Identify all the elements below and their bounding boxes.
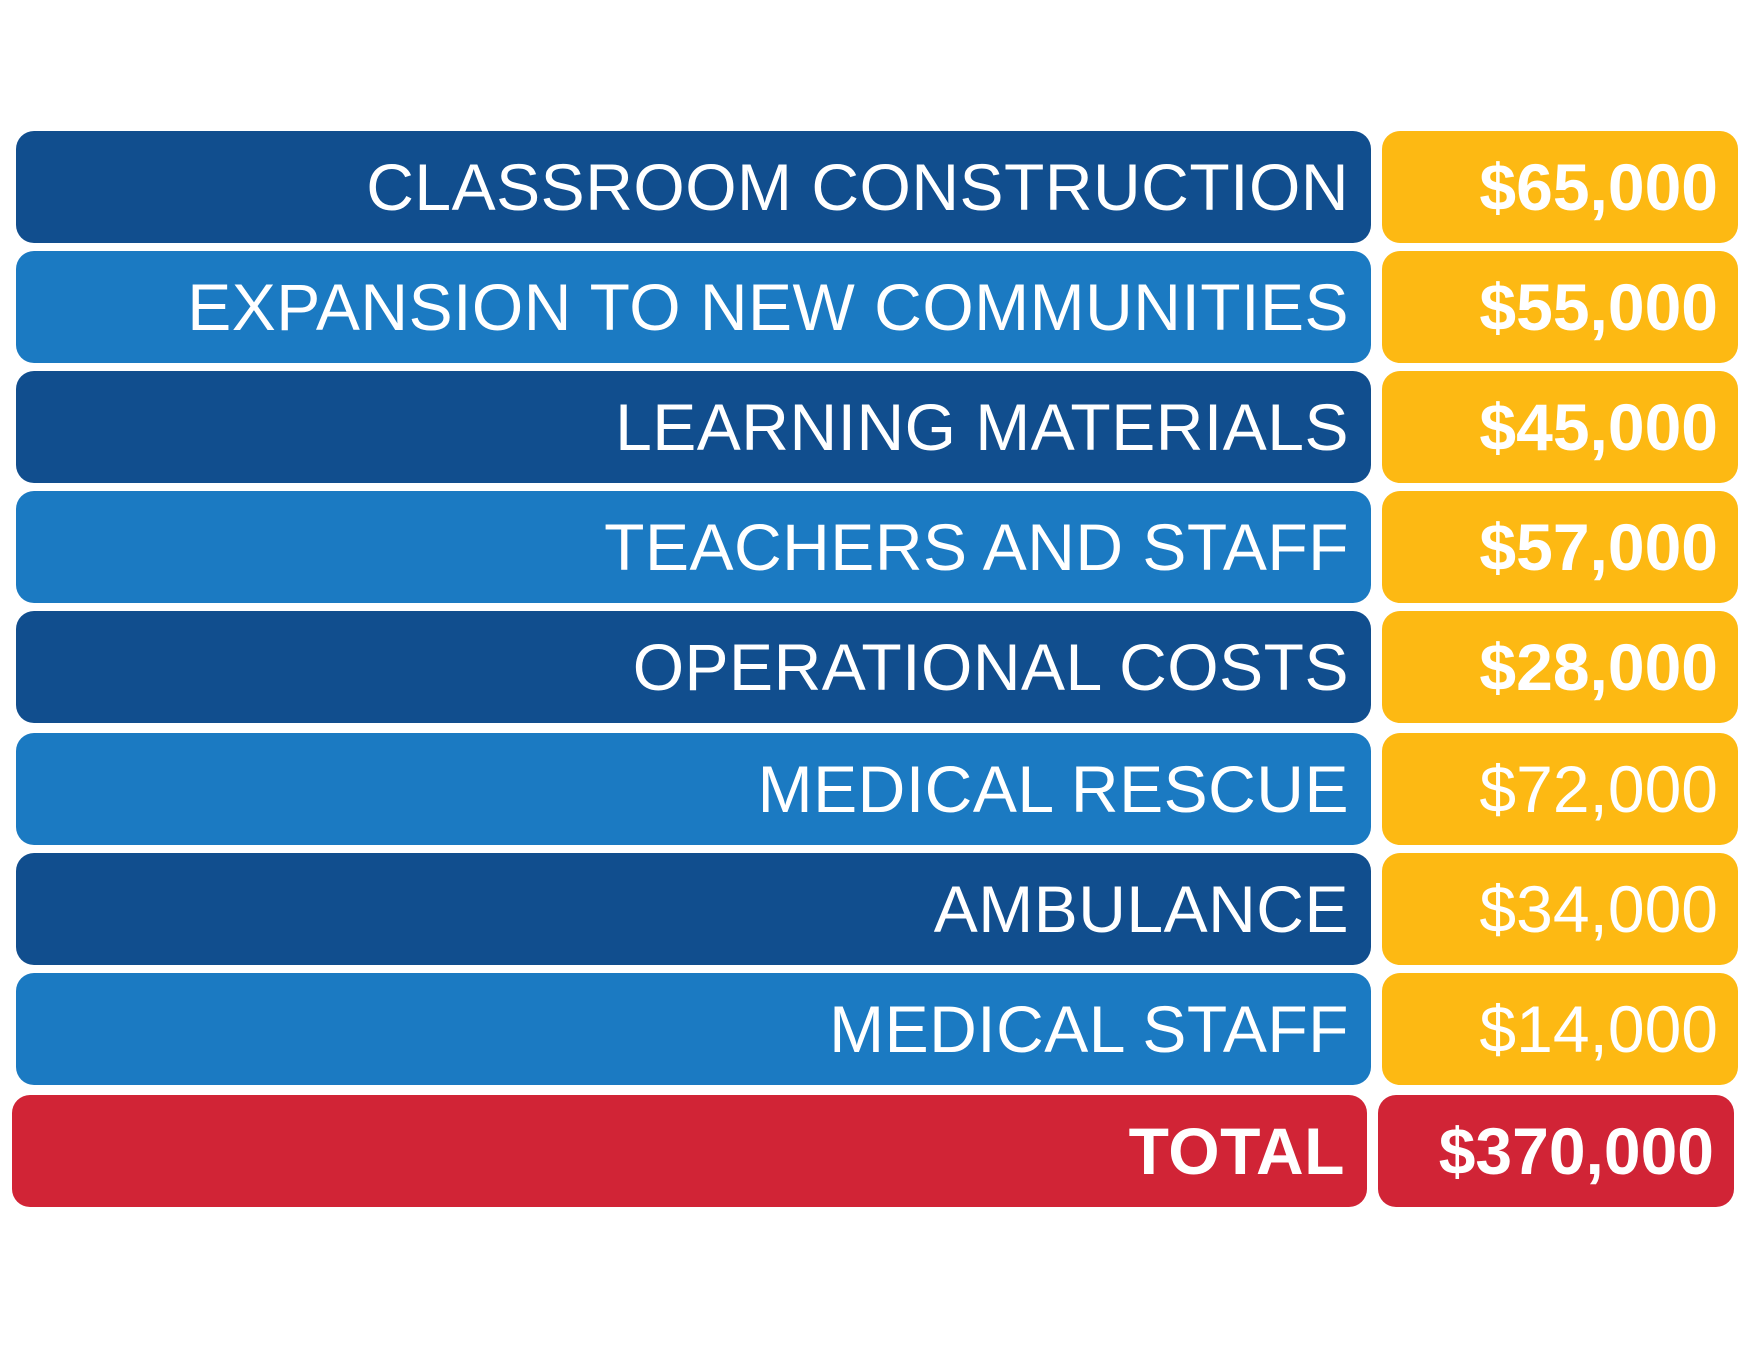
table-row: MEDICAL STAFF $14,000 <box>0 973 1758 1085</box>
row-value: $55,000 <box>1382 251 1738 363</box>
table-row: MEDICAL RESCUE $72,000 <box>0 733 1758 845</box>
row-label: MEDICAL RESCUE <box>16 733 1371 845</box>
row-label: AMBULANCE <box>16 853 1371 965</box>
row-label: EXPANSION TO NEW COMMUNITIES <box>16 251 1371 363</box>
table-row: AMBULANCE $34,000 <box>0 853 1758 965</box>
row-value: $72,000 <box>1382 733 1738 845</box>
table-row: OPERATIONAL COSTS $28,000 <box>0 611 1758 723</box>
row-value: $65,000 <box>1382 131 1738 243</box>
total-label: TOTAL <box>12 1095 1367 1207</box>
row-label: LEARNING MATERIALS <box>16 371 1371 483</box>
table-row: EXPANSION TO NEW COMMUNITIES $55,000 <box>0 251 1758 363</box>
row-value: $34,000 <box>1382 853 1738 965</box>
row-value: $57,000 <box>1382 491 1738 603</box>
row-value: $45,000 <box>1382 371 1738 483</box>
row-label: OPERATIONAL COSTS <box>16 611 1371 723</box>
table-row: TEACHERS AND STAFF $57,000 <box>0 491 1758 603</box>
row-label: TEACHERS AND STAFF <box>16 491 1371 603</box>
total-row: TOTAL $370,000 <box>0 1095 1758 1207</box>
table-row: CLASSROOM CONSTRUCTION $65,000 <box>0 131 1758 243</box>
row-value: $14,000 <box>1382 973 1738 1085</box>
row-label: CLASSROOM CONSTRUCTION <box>16 131 1371 243</box>
total-value: $370,000 <box>1378 1095 1734 1207</box>
row-label: MEDICAL STAFF <box>16 973 1371 1085</box>
row-value: $28,000 <box>1382 611 1738 723</box>
table-row: LEARNING MATERIALS $45,000 <box>0 371 1758 483</box>
